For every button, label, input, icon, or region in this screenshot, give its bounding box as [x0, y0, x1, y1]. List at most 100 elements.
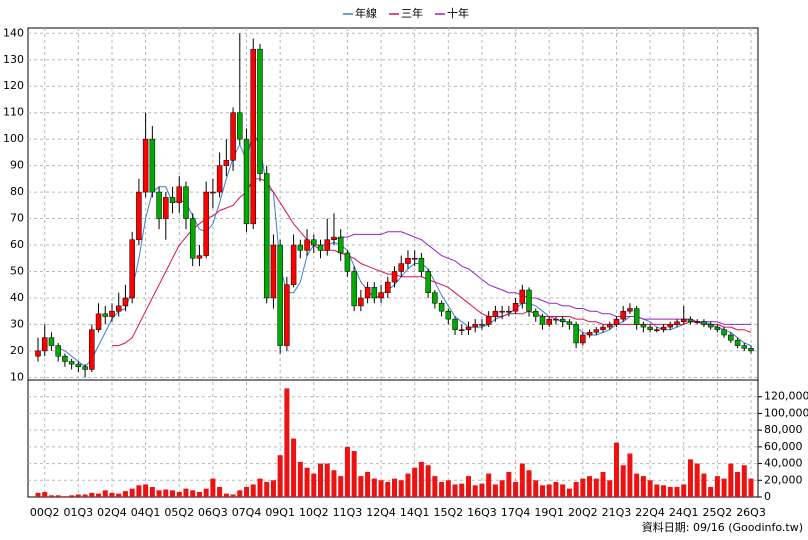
candle-body — [358, 297, 364, 307]
candle-body — [593, 329, 600, 333]
candle-body — [210, 191, 216, 194]
candle-body — [627, 308, 633, 312]
volume-bar — [573, 481, 579, 497]
volume-bar — [452, 484, 458, 497]
y-tick-label: 10 — [10, 370, 24, 383]
volume-bar — [392, 478, 397, 497]
volume-bar — [324, 463, 330, 497]
candle-body — [203, 191, 209, 256]
y-tick-label: 100 — [3, 132, 24, 145]
volume-bar — [69, 495, 75, 497]
candle-body — [136, 191, 142, 240]
volume-bar — [539, 485, 545, 497]
candle-body — [728, 334, 734, 341]
x-tick-label: 09Q1 — [265, 506, 295, 519]
x-tick-label: 22Q4 — [635, 506, 665, 519]
x-tick-label: 14Q1 — [400, 506, 430, 519]
candle-body — [48, 337, 55, 346]
volume-bar — [75, 494, 81, 497]
y-tick-label: 120 — [3, 79, 24, 92]
candle-body — [452, 318, 458, 330]
volume-bar — [264, 481, 270, 497]
volume-bar — [418, 461, 424, 497]
source-note: 資料日期: 09/16 (Goodinfo.tw) — [642, 520, 803, 534]
volume-bar — [546, 484, 552, 497]
candle-body — [566, 321, 573, 325]
candle-body — [546, 318, 552, 325]
volume-bar — [566, 488, 572, 497]
candle-body — [432, 292, 438, 304]
x-tick-label: 19Q1 — [534, 506, 564, 519]
candle-body — [613, 318, 620, 325]
candle-body — [189, 218, 196, 259]
volume-bar — [674, 486, 680, 497]
y-tick-label: 140 — [3, 26, 24, 39]
candle-body — [122, 297, 129, 307]
legend-label: 十年 — [447, 6, 469, 20]
x-tick-label: 21Q3 — [602, 506, 632, 519]
candle-body — [290, 244, 297, 285]
candle-body — [580, 334, 586, 344]
candle-body — [606, 324, 613, 328]
volume-bar — [163, 489, 169, 497]
volume-bar — [519, 463, 525, 497]
volume-bar — [526, 470, 532, 497]
volume-bar — [96, 493, 102, 497]
volume-bar — [735, 471, 741, 497]
volume-bar — [129, 488, 135, 497]
volume-bar — [620, 465, 626, 497]
legend-label: 年線 — [355, 6, 377, 20]
candle-body — [196, 255, 203, 259]
candle-body — [701, 321, 707, 325]
candle-body — [640, 324, 647, 328]
candle-body — [62, 355, 68, 362]
volume-bar — [143, 484, 149, 497]
x-tick-label: 04Q1 — [131, 506, 161, 519]
volume-bar — [291, 438, 297, 497]
candle-body — [438, 302, 445, 312]
volume-bar — [728, 463, 734, 497]
candle-body — [257, 48, 263, 174]
volume-bar — [35, 492, 41, 497]
volume-bar — [371, 478, 377, 497]
candle-body — [270, 244, 277, 299]
x-tick-label: 25Q2 — [703, 506, 733, 519]
volume-bar — [412, 467, 418, 497]
y-tick-label: 80 — [10, 185, 24, 198]
volume-bar — [116, 493, 122, 497]
candle-body — [223, 160, 230, 166]
candle-body — [660, 326, 667, 330]
candle-body — [95, 313, 102, 330]
candle-body — [378, 292, 384, 299]
candle-body — [654, 329, 660, 331]
x-tick-label: 06Q3 — [198, 506, 228, 519]
volume-bar — [244, 486, 250, 497]
y-tick-label: 130 — [3, 53, 24, 66]
candle-body — [647, 326, 653, 330]
volume-bar — [344, 446, 350, 497]
volume-bar — [654, 484, 660, 497]
y2-tick-label: 80,000 — [764, 423, 803, 436]
candle-body — [499, 310, 505, 313]
volume-bar — [600, 471, 606, 497]
candle-body — [620, 310, 626, 320]
volume-bar — [297, 461, 303, 497]
volume-bar — [42, 491, 48, 497]
candle-body — [109, 310, 115, 317]
candle-body — [559, 318, 566, 323]
volume-bar — [627, 453, 633, 497]
volume-bar — [277, 455, 283, 497]
candle-body — [633, 308, 640, 325]
candle-body — [573, 324, 579, 344]
volume-bar — [492, 484, 498, 497]
volume-bar — [304, 467, 310, 497]
volume-bar — [48, 495, 54, 497]
volume-bar — [351, 451, 357, 497]
volume-bar — [102, 490, 108, 497]
candle-body — [263, 173, 270, 299]
candle-body — [317, 244, 324, 251]
volume-bar — [270, 480, 276, 497]
candle-body — [250, 48, 256, 225]
candle-body — [169, 197, 176, 203]
